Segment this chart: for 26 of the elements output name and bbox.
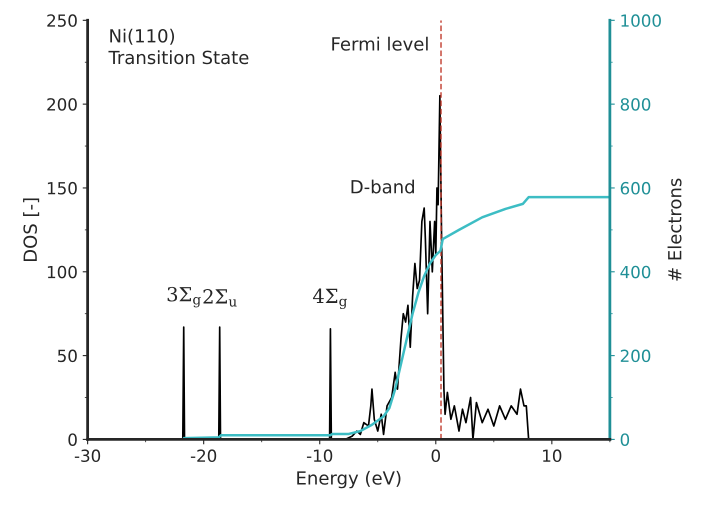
annotation: D-band [352, 180, 414, 194]
y-axis-title: DOS [-] [23, 198, 40, 262]
annotation: 4Σ$_{g}$ [312, 288, 347, 310]
y-tick-label: 200 [47, 98, 77, 111]
y2-axis-title: # Electrons [668, 178, 682, 281]
y2-tick-label: 400 [620, 266, 650, 278]
y2-tick-label: 600 [620, 182, 650, 195]
y2-tick-label: 0 [620, 433, 630, 446]
y-tick-label: 50 [58, 350, 77, 362]
y-tick-label: 100 [48, 266, 77, 278]
y2-tick-label: 800 [620, 98, 650, 111]
annotation: 2Σ$_{u}$ [203, 289, 237, 307]
annotation: 3Σ$_{g}$ [168, 286, 201, 308]
x-tick-label: -10 [306, 449, 332, 462]
x-tick-label: 10 [543, 449, 562, 462]
y-tick-label: 150 [48, 182, 77, 195]
x-tick-label: -30 [74, 449, 100, 462]
y-tick-label: 250 [47, 14, 77, 27]
y2-tick-label: 200 [620, 350, 650, 362]
ref-line-label: Fermi level [332, 36, 428, 51]
y-tick-label: 0 [68, 433, 77, 446]
x-tick-label: 0 [432, 449, 440, 462]
x-tick-label: -20 [190, 449, 216, 462]
y2-tick-label: 1000 [621, 14, 661, 27]
x-axis-title: Energy (eV) [297, 470, 400, 488]
annotation: Ni(110) Transition State [108, 28, 248, 64]
